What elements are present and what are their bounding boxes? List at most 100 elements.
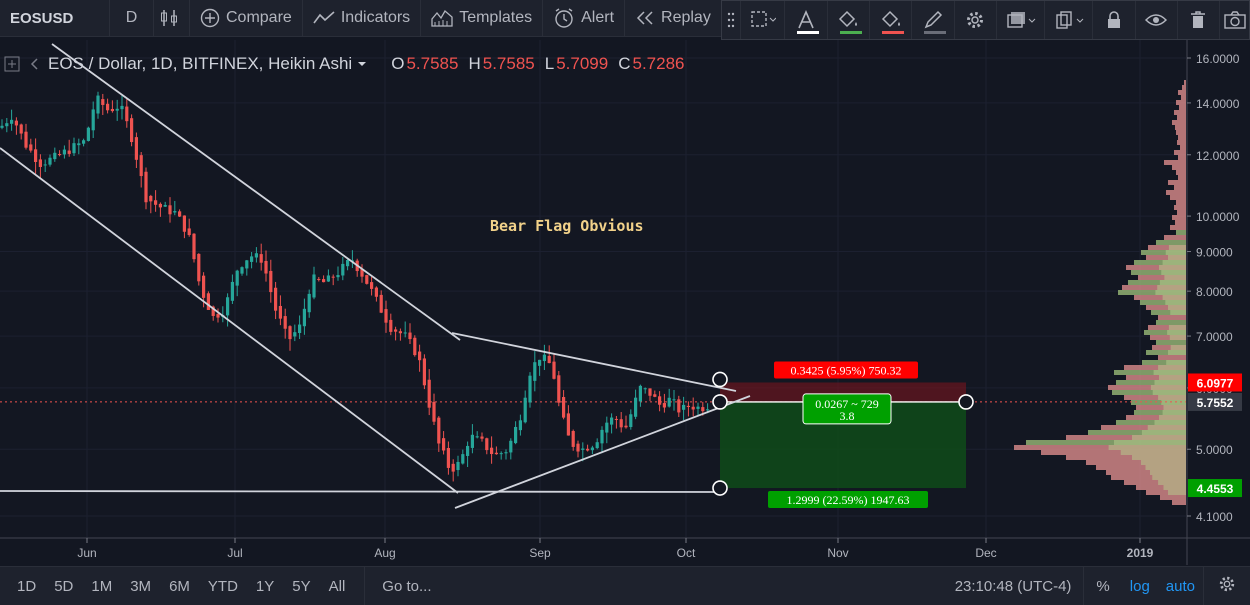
range-button-all[interactable]: All [328, 577, 346, 595]
candle-body-down [418, 351, 422, 361]
plus-circle-icon [200, 8, 220, 28]
range-button-3m[interactable]: 3M [130, 577, 152, 595]
chart-style-button[interactable] [154, 0, 190, 36]
candle-body-up [523, 397, 527, 423]
volume-profile-bar [1158, 315, 1186, 320]
candle-body-down [144, 171, 148, 203]
chart-area[interactable]: 0.3425 (5.95%) 750.32 0.0267 ~ 729 3.8 1.29… [0, 40, 1250, 565]
legend-title[interactable]: EOS / Dollar, 1D, BITFINEX, Heikin Ashi [48, 54, 353, 73]
paint-bucket-icon [881, 10, 900, 28]
volume-profile-bar [1145, 465, 1186, 470]
volume-profile-bar [1108, 445, 1186, 450]
volume-profile-bar [1152, 345, 1186, 350]
volume-profile-bar [1176, 100, 1186, 105]
candle-body-up [77, 143, 81, 146]
price-tick-label: 12.0000 [1196, 149, 1240, 163]
log-toggle[interactable]: log [1129, 577, 1150, 595]
settings-button[interactable] [1204, 575, 1250, 597]
stop-label-bg [774, 361, 918, 379]
clone-button[interactable] [1045, 1, 1094, 39]
volume-profile-bar [1168, 245, 1186, 250]
goto-button[interactable]: Go to... [382, 577, 432, 595]
time-axis[interactable]: Jun Jul Aug Sep Oct Nov Dec 2019 [0, 537, 1250, 560]
candle-body-up [403, 332, 407, 334]
drag-handle[interactable] [722, 1, 742, 39]
divider [1083, 567, 1085, 605]
collapse-icon[interactable] [28, 56, 42, 72]
interval-button[interactable]: D [110, 0, 154, 36]
volume-profile-bar [1138, 275, 1186, 280]
price-tag-label: 6.0977 [1197, 376, 1234, 390]
rewind-icon [636, 11, 653, 25]
candle-body-down [264, 260, 268, 274]
candle-body-down [34, 149, 38, 163]
candle-body-down [370, 282, 374, 289]
candle-body-down [192, 233, 196, 260]
grip-icon [727, 12, 735, 28]
volume-profile-bar [1156, 320, 1186, 325]
volume-profile-bar [1026, 440, 1186, 445]
settings-button[interactable] [955, 1, 998, 39]
text-color-button[interactable] [785, 1, 828, 39]
range-button-ytd[interactable]: YTD [207, 577, 238, 595]
range-button-1m[interactable]: 1M [91, 577, 113, 595]
range-button-5y[interactable]: 5Y [292, 577, 311, 595]
volume-profile-bar [1126, 415, 1186, 420]
volume-profile-bar [1131, 400, 1186, 405]
candle-body-down [494, 452, 498, 455]
lock-button[interactable] [1093, 1, 1136, 39]
volume-profile-bar [1150, 470, 1186, 475]
auto-toggle[interactable]: auto [1165, 577, 1195, 595]
volume-profile-bar [1124, 480, 1186, 485]
range-button-1y[interactable]: 1Y [255, 577, 275, 595]
mid-label-bg [802, 393, 892, 425]
volume-profile-bar [1164, 275, 1186, 280]
indicators-button[interactable]: Indicators [303, 0, 422, 36]
percent-toggle[interactable]: % [1096, 577, 1110, 595]
range-button-5d[interactable]: 5D [54, 577, 74, 595]
symbol-search[interactable]: EOSUSD [0, 0, 110, 36]
volume-profile-bar [1101, 425, 1186, 430]
volume-profile-bar [1162, 410, 1186, 415]
visual-order-button[interactable] [997, 1, 1046, 39]
line-style-button[interactable] [912, 1, 955, 39]
volume-profile-bar [1165, 250, 1186, 255]
caret-down-icon[interactable] [357, 60, 367, 68]
price-tag-bg [1188, 479, 1242, 498]
plus-box-icon[interactable] [4, 56, 20, 72]
volume-profile-bar [1128, 280, 1186, 285]
candle-body-down [413, 337, 417, 356]
volume-profile-bar [1116, 380, 1186, 385]
price-axis[interactable]: 16.0000 14.0000 12.0000 10.0000 9.0000 8.0000… [1186, 40, 1240, 565]
trendlines[interactable] [0, 43, 974, 509]
line-color-button[interactable] [870, 1, 913, 39]
replay-button[interactable]: Replay [625, 0, 721, 36]
candle-body-down [490, 447, 494, 455]
snapshot-button[interactable] [1220, 1, 1249, 39]
visibility-frame-button[interactable] [741, 1, 786, 39]
compare-button[interactable]: Compare [190, 0, 303, 36]
fill-color-button[interactable] [828, 1, 871, 39]
alert-button[interactable]: Alert [543, 0, 626, 36]
volume-profile-bar [1014, 445, 1186, 450]
hide-button[interactable] [1136, 1, 1178, 39]
price-tick-label: 4.1000 [1196, 510, 1233, 524]
layers-icon [1006, 12, 1035, 28]
volume-profile-bar [1148, 325, 1186, 330]
candle-body-up [250, 256, 254, 262]
candle-body-down [614, 418, 618, 420]
price-tick-label: 7.0000 [1196, 330, 1233, 344]
trash-icon [1191, 11, 1206, 28]
delete-button[interactable] [1178, 1, 1221, 39]
candle-body-down [187, 228, 191, 236]
range-button-1d[interactable]: 1D [17, 577, 37, 595]
candle-body-up [595, 442, 599, 449]
clock-display[interactable]: 23:10:48 (UTC-4) [954, 577, 1072, 595]
range-button-6m[interactable]: 6M [169, 577, 190, 595]
candle-body-up [62, 149, 66, 155]
templates-button[interactable]: Templates [421, 0, 544, 36]
candle-body-up [298, 324, 302, 334]
date-range-buttons: 1D 5D 1M 3M 6M YTD 1Y 5Y All [8, 578, 354, 595]
